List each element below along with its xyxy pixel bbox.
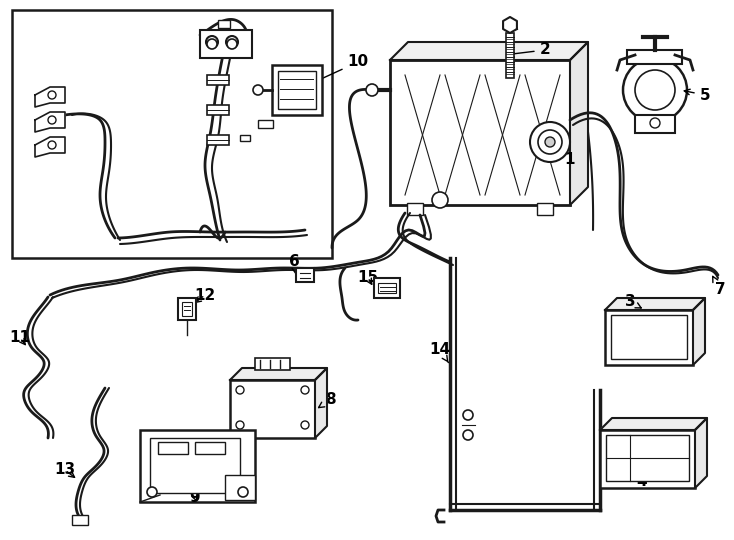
Bar <box>195 442 225 454</box>
Bar <box>407 203 423 215</box>
Bar <box>378 283 396 293</box>
Bar <box>150 438 240 493</box>
Circle shape <box>530 122 570 162</box>
Circle shape <box>48 141 56 149</box>
Text: 9: 9 <box>189 489 200 504</box>
Circle shape <box>226 36 238 48</box>
Circle shape <box>301 421 309 429</box>
Polygon shape <box>35 137 65 157</box>
Bar <box>606 435 689 481</box>
Bar <box>200 30 252 58</box>
Bar <box>635 115 675 133</box>
Bar <box>207 105 229 115</box>
Bar <box>207 135 229 145</box>
Bar <box>605 310 693 365</box>
Bar <box>272 65 322 115</box>
Circle shape <box>236 421 244 429</box>
Bar <box>390 60 570 205</box>
Circle shape <box>463 410 473 420</box>
Text: 12: 12 <box>195 287 216 302</box>
Circle shape <box>623 58 687 122</box>
Bar <box>240 135 250 141</box>
Text: 15: 15 <box>357 271 379 286</box>
Bar <box>178 298 196 320</box>
Bar <box>374 278 400 298</box>
Circle shape <box>545 137 555 147</box>
Text: 10: 10 <box>301 55 368 89</box>
Circle shape <box>236 386 244 394</box>
Bar <box>230 380 315 438</box>
Bar <box>627 50 682 64</box>
Polygon shape <box>693 298 705 365</box>
Bar <box>255 358 290 370</box>
Bar <box>72 515 88 525</box>
Bar <box>225 475 255 500</box>
Circle shape <box>207 39 217 49</box>
Circle shape <box>650 118 660 128</box>
Circle shape <box>301 386 309 394</box>
Text: 2: 2 <box>509 43 550 57</box>
Polygon shape <box>503 17 517 33</box>
Bar <box>506 33 514 78</box>
Text: 14: 14 <box>429 342 451 362</box>
Bar <box>600 430 695 488</box>
Circle shape <box>48 116 56 124</box>
Polygon shape <box>570 42 588 205</box>
Circle shape <box>253 85 263 95</box>
Polygon shape <box>600 418 707 430</box>
Circle shape <box>147 487 157 497</box>
Text: 11: 11 <box>10 330 31 346</box>
Polygon shape <box>230 368 327 380</box>
Bar <box>158 442 188 454</box>
Polygon shape <box>35 87 65 107</box>
Text: 7: 7 <box>713 276 725 298</box>
Circle shape <box>635 70 675 110</box>
Text: 13: 13 <box>54 462 76 477</box>
Circle shape <box>227 39 237 49</box>
Polygon shape <box>315 368 327 438</box>
Bar <box>12 10 332 258</box>
Bar <box>611 315 687 359</box>
Circle shape <box>206 36 218 48</box>
Text: 4: 4 <box>636 471 647 489</box>
Polygon shape <box>605 298 705 310</box>
Circle shape <box>463 430 473 440</box>
Bar <box>296 268 314 282</box>
Circle shape <box>366 84 378 96</box>
Polygon shape <box>695 418 707 488</box>
Text: 5: 5 <box>684 87 711 103</box>
Bar <box>278 71 316 109</box>
Bar <box>140 430 255 502</box>
Polygon shape <box>390 42 588 60</box>
Text: 1: 1 <box>559 150 575 167</box>
Bar <box>182 302 192 316</box>
Text: 8: 8 <box>319 393 335 408</box>
Bar <box>258 120 273 128</box>
Circle shape <box>238 487 248 497</box>
Circle shape <box>48 91 56 99</box>
Circle shape <box>538 130 562 154</box>
Text: 3: 3 <box>625 294 642 309</box>
Circle shape <box>432 192 448 208</box>
Bar <box>218 20 230 28</box>
Bar <box>537 203 553 215</box>
Text: 6: 6 <box>288 254 299 273</box>
Polygon shape <box>35 112 65 132</box>
Bar <box>207 75 229 85</box>
